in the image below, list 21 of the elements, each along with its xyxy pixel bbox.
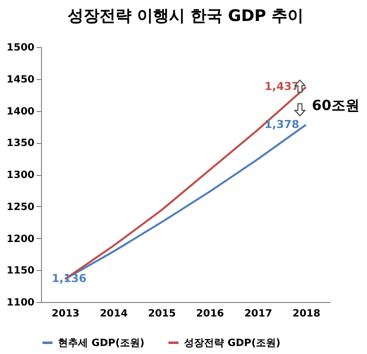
x-tick-label: 2013 [52, 308, 80, 320]
y-tick-label: 1400 [6, 106, 35, 118]
y-tick-label: 1150 [6, 266, 35, 277]
x-tick-label: 2016 [196, 308, 224, 320]
data-label: 1,378 [264, 118, 300, 131]
y-tick-label: 1450 [6, 74, 35, 86]
x-tick-label: 2018 [292, 308, 320, 320]
y-tick-label: 1500 [6, 42, 35, 54]
x-tick-label: 2014 [100, 308, 128, 320]
y-tick-label: 1250 [6, 202, 35, 213]
y-tick-label: 1200 [6, 234, 35, 245]
annotation: 60조원 [312, 98, 360, 114]
legend-label: 성장전략 GDP(조원) [184, 338, 280, 349]
data-label: 1,136 [52, 272, 87, 286]
y-tick-label: 1300 [6, 170, 35, 181]
y-tick-label: 1350 [6, 138, 35, 150]
x-tick-label: 2015 [148, 308, 176, 320]
x-tick-label: 2017 [244, 308, 272, 320]
chart-title: 성장전략 이행시 한국 GDP 추이 [67, 6, 304, 25]
y-tick-label: 1100 [6, 298, 35, 308]
legend-label: 현추세 GDP(조원) [58, 338, 144, 349]
